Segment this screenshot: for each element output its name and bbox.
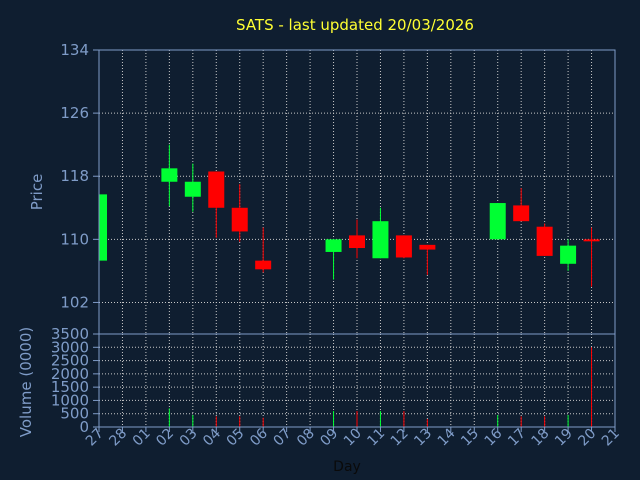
volume-y-tick-label: 500	[60, 405, 89, 423]
candle-body	[560, 245, 577, 264]
x-tick-label: 07	[271, 426, 295, 450]
candle-body	[583, 239, 600, 242]
x-tick-label: 10	[341, 426, 365, 450]
price-y-tick-label: 118	[60, 167, 89, 185]
x-axis-label: Day	[333, 459, 361, 475]
x-tick-label: 01	[130, 426, 154, 450]
candle-body	[372, 221, 389, 259]
x-tick-label: 19	[552, 426, 576, 450]
x-tick-label: 11	[364, 426, 388, 450]
candle-body	[536, 226, 553, 256]
x-tick-label: 02	[153, 426, 177, 450]
candle-body	[255, 260, 272, 270]
x-tick-label: 05	[224, 426, 248, 450]
x-tick-label: 16	[482, 425, 506, 449]
volume-y-tick-label: 3500	[51, 325, 89, 343]
candle-body	[231, 207, 248, 232]
candle-body	[161, 168, 178, 182]
volume-y-tick-label: 1500	[51, 378, 89, 396]
x-tick-label: 28	[106, 426, 130, 450]
x-tick-label: 20	[575, 426, 599, 450]
x-tick-label: 21	[599, 426, 623, 450]
x-tick-label: 15	[458, 426, 482, 450]
x-ticks: 27 28 01 02 03 04 05 06 07 08 09 10 11 12 13 14 15 16 17 18…	[83, 425, 623, 449]
volume-ylabel: Volume (0000)	[17, 327, 35, 437]
price-y-tick-label: 102	[60, 293, 89, 311]
volume-y-tick-label: 3000	[51, 338, 89, 356]
candle-body	[208, 171, 225, 208]
volume-y-tick-label: 1000	[51, 391, 89, 409]
x-tick-label: 03	[177, 426, 201, 450]
x-tick-label: 18	[529, 426, 553, 450]
candle-body	[395, 235, 412, 258]
candle-body	[419, 244, 436, 250]
price-y-tick-label: 110	[60, 230, 89, 248]
price-panel: 102 110 118 126 134 Price	[28, 41, 616, 335]
candle-body	[513, 205, 530, 222]
volume-y-tick-label: 0	[79, 418, 89, 436]
chart-title: SATS - last updated 20/03/2026	[236, 16, 474, 34]
x-tick-label: 09	[317, 426, 341, 450]
price-y-ticks: 102 110 118 126 134	[60, 41, 99, 311]
price-grid	[99, 49, 615, 334]
volume-y-tick-label: 2500	[51, 352, 89, 370]
candle-body	[99, 194, 107, 261]
x-tick-label: 17	[505, 426, 529, 450]
candle-body	[349, 235, 365, 249]
x-tick-label: 06	[247, 425, 271, 449]
candle-body	[489, 203, 506, 240]
candle-body	[184, 181, 201, 197]
volume-y-tick-label: 2000	[51, 365, 89, 383]
price-ylabel: Price	[28, 174, 46, 211]
x-tick-label: 12	[388, 426, 412, 450]
x-tick-label: 13	[411, 426, 435, 450]
volume-bars	[168, 347, 593, 427]
x-tick-label: 08	[294, 426, 318, 450]
price-y-tick-label: 126	[60, 104, 89, 122]
price-y-tick-label: 134	[60, 41, 89, 59]
x-tick-label: 04	[200, 425, 224, 449]
x-tick-label: 14	[435, 425, 459, 449]
candle-body	[325, 239, 342, 252]
candles	[98, 144, 600, 287]
